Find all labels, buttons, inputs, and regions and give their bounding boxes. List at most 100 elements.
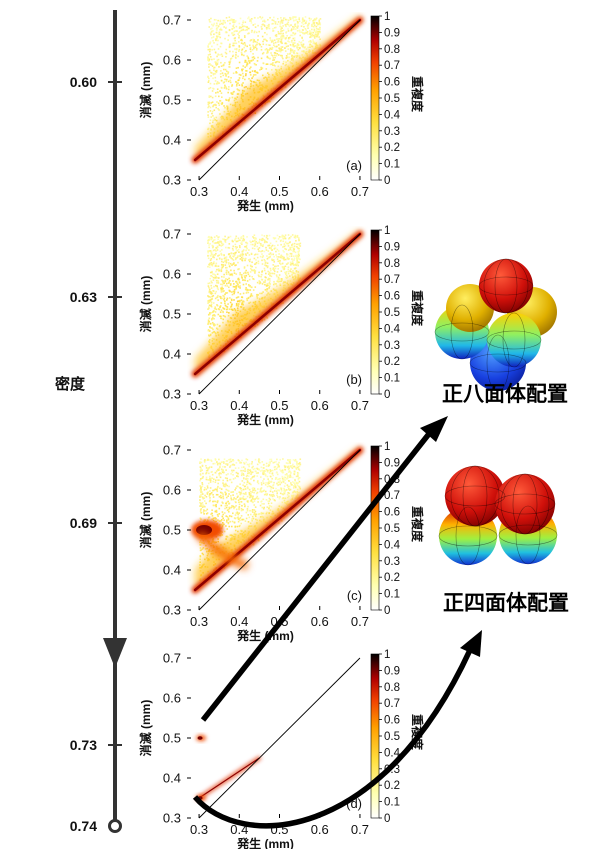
density-speckle: [286, 53, 289, 55]
density-speckle: [238, 501, 241, 503]
density-speckle: [294, 486, 297, 489]
density-speckle: [294, 267, 296, 270]
density-speckle: [249, 264, 252, 267]
density-speckle: [227, 246, 230, 249]
density-speckle: [228, 265, 231, 267]
density-axis-label: 密度: [55, 375, 86, 393]
density-speckle: [277, 41, 279, 43]
density-speckle: [247, 289, 250, 291]
density-speckle: [289, 264, 292, 266]
density-speckle: [308, 51, 310, 53]
density-speckle: [257, 260, 260, 263]
density-speckle: [273, 248, 276, 250]
density-speckle: [225, 308, 228, 311]
density-speckle: [297, 482, 299, 484]
density-speckle: [257, 513, 260, 516]
density-speckle: [257, 501, 259, 503]
density-axis-end-marker: [108, 819, 122, 833]
density-speckle: [231, 491, 233, 493]
density-speckle: [278, 505, 281, 507]
density-speckle: [224, 51, 227, 54]
density-speckle: [267, 44, 270, 46]
density-speckle: [268, 253, 271, 256]
density-speckle: [201, 493, 204, 495]
density-speckle: [252, 38, 254, 41]
density-speckle: [272, 19, 275, 22]
density-speckle: [231, 264, 233, 266]
density-speckle: [218, 520, 221, 522]
colorbar-tick-label: 0.9: [384, 27, 400, 39]
density-speckle: [267, 465, 270, 467]
density-speckle: [209, 479, 211, 481]
density-speckle: [212, 279, 215, 281]
density-speckle: [220, 523, 223, 526]
density-speckle: [257, 262, 260, 265]
density-speckle: [245, 70, 248, 72]
density-speckle: [254, 510, 257, 513]
density-speckle: [207, 251, 209, 254]
density-speckle: [276, 45, 278, 48]
density-speckle: [281, 36, 284, 38]
density-speckle: [220, 61, 222, 64]
density-speckle: [257, 294, 259, 296]
x-tick-label: 0.5: [270, 184, 288, 199]
density-speckle: [225, 483, 227, 486]
density-speckle: [222, 19, 225, 22]
density-speckle: [210, 291, 213, 294]
density-speckle: [293, 242, 296, 245]
density-speckle: [254, 515, 257, 518]
y-tick-label: 0.3: [163, 603, 181, 618]
density-speckle: [232, 249, 235, 251]
density-speckle: [237, 467, 240, 469]
density-speckle: [206, 487, 209, 489]
density-speckle: [293, 236, 296, 239]
density-speckle: [303, 25, 305, 28]
colorbar-tick-label: 0: [384, 389, 390, 401]
density-speckle: [295, 239, 297, 242]
panel-label: (a): [346, 158, 362, 173]
density-speckle: [243, 275, 246, 277]
density-speckle: [284, 476, 287, 479]
density-speckle: [207, 250, 209, 252]
density-speckle: [215, 470, 218, 472]
density-speckle: [221, 525, 224, 528]
density-speckle: [211, 281, 213, 284]
density-speckle: [282, 237, 285, 240]
density-speckle: [249, 67, 251, 70]
density-speckle: [275, 38, 278, 40]
density-speckle: [291, 39, 293, 42]
density-speckle: [242, 473, 245, 475]
density-speckle: [241, 91, 244, 94]
density-speckle: [235, 98, 237, 100]
density-speckle: [212, 500, 214, 503]
density-speckle: [205, 459, 207, 462]
density-speckle: [228, 46, 231, 49]
density-speckle: [276, 53, 279, 55]
density-speckle: [208, 66, 210, 68]
density-speckle: [296, 259, 298, 261]
density-speckle: [284, 241, 287, 243]
density-speckle: [207, 285, 210, 287]
density-speckle: [219, 23, 221, 26]
density-speckle: [268, 27, 271, 30]
density-speckle: [239, 253, 242, 256]
density-speckle: [210, 460, 213, 462]
density-speckle: [225, 305, 228, 308]
density-speckle: [221, 242, 223, 245]
density-speckle: [205, 478, 208, 481]
density-speckle: [224, 493, 227, 496]
density-speckle: [220, 287, 223, 290]
density-speckle: [265, 47, 268, 50]
density-speckle: [222, 465, 224, 468]
density-speckle: [290, 29, 293, 32]
density-speckle: [283, 17, 286, 19]
density-speckle: [233, 30, 236, 33]
density-speckle: [298, 485, 300, 488]
density-speckle: [293, 490, 296, 492]
density-speckle: [275, 33, 278, 36]
density-speckle: [262, 291, 264, 293]
density-speckle: [206, 550, 208, 553]
density-speckle: [220, 496, 222, 499]
density-speckle: [250, 241, 252, 243]
density-speckle: [295, 264, 298, 267]
